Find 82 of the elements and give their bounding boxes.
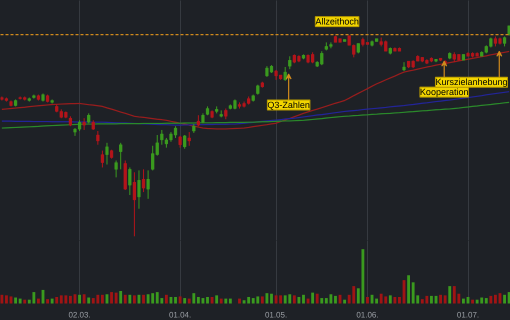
candlestick xyxy=(92,120,95,130)
candlestick xyxy=(119,142,122,170)
candlestick xyxy=(105,142,109,165)
bar xyxy=(188,298,191,304)
bar xyxy=(37,298,40,304)
candlestick xyxy=(494,36,498,47)
bar xyxy=(132,295,136,304)
bar xyxy=(316,294,319,304)
candlestick xyxy=(82,118,86,130)
candlestick xyxy=(146,170,150,200)
candlestick xyxy=(100,150,104,168)
bar xyxy=(471,300,474,304)
bar xyxy=(503,294,506,304)
candlestick xyxy=(142,168,146,193)
bar xyxy=(164,294,168,304)
bar xyxy=(407,275,410,304)
bar xyxy=(338,294,342,304)
bar xyxy=(82,294,86,304)
bar xyxy=(210,296,214,304)
candlestick xyxy=(128,166,132,196)
annotation: Q3-Zahlen xyxy=(267,100,310,110)
bar xyxy=(106,294,108,304)
bar xyxy=(343,300,346,304)
candlestick xyxy=(132,172,136,237)
x-tick-label: 01.07. xyxy=(456,310,480,320)
bar xyxy=(238,298,241,304)
candlestick xyxy=(256,84,260,96)
bar xyxy=(138,294,140,304)
candlestick xyxy=(183,134,186,150)
bar xyxy=(306,298,310,304)
bar xyxy=(142,294,145,304)
bar xyxy=(457,294,460,304)
candlestick xyxy=(265,66,269,78)
bar xyxy=(476,300,479,304)
x-tick-label: 02.03. xyxy=(68,310,91,320)
bar xyxy=(151,293,154,304)
bar xyxy=(42,290,44,304)
bar xyxy=(78,294,81,304)
candlestick xyxy=(68,116,72,127)
bar xyxy=(420,299,424,304)
bar xyxy=(100,294,104,304)
x-tick-label: 01.04. xyxy=(168,310,192,320)
candlestick xyxy=(201,112,205,124)
candlestick xyxy=(87,112,90,124)
bar xyxy=(50,298,54,304)
candlestick xyxy=(224,108,228,120)
bar xyxy=(46,299,49,304)
bar xyxy=(28,300,31,304)
candlestick xyxy=(508,25,510,36)
candlestick xyxy=(178,135,182,148)
candlestick xyxy=(96,130,100,146)
annotation: Kurszielanhebung xyxy=(435,77,508,88)
bar xyxy=(311,292,314,304)
bar xyxy=(260,296,264,304)
bar xyxy=(23,300,26,304)
bar xyxy=(146,294,150,304)
bar xyxy=(366,296,369,304)
bar xyxy=(32,292,36,304)
candlestick xyxy=(114,160,118,178)
bar xyxy=(380,294,383,304)
candlestick xyxy=(284,66,287,82)
x-tick-label: 01.06. xyxy=(356,310,379,320)
bar xyxy=(224,298,228,304)
bar xyxy=(228,298,232,304)
candlestick xyxy=(288,56,292,70)
bar xyxy=(361,249,364,304)
bar xyxy=(220,298,223,304)
bar xyxy=(215,295,218,304)
x-tick-label: 01.05. xyxy=(264,310,288,320)
annotation: Kooperation xyxy=(420,87,468,98)
ref-line-label: Allzeithoch xyxy=(315,16,359,27)
candlestick xyxy=(502,36,506,47)
candlestick xyxy=(196,114,200,127)
candlestick xyxy=(78,120,82,132)
candlestick xyxy=(137,170,141,210)
bar xyxy=(292,295,296,304)
bar xyxy=(178,296,182,304)
bar xyxy=(425,296,428,304)
candlestick xyxy=(188,132,191,146)
bar xyxy=(192,293,196,304)
candlestick xyxy=(174,126,178,138)
candlestick xyxy=(356,42,360,54)
